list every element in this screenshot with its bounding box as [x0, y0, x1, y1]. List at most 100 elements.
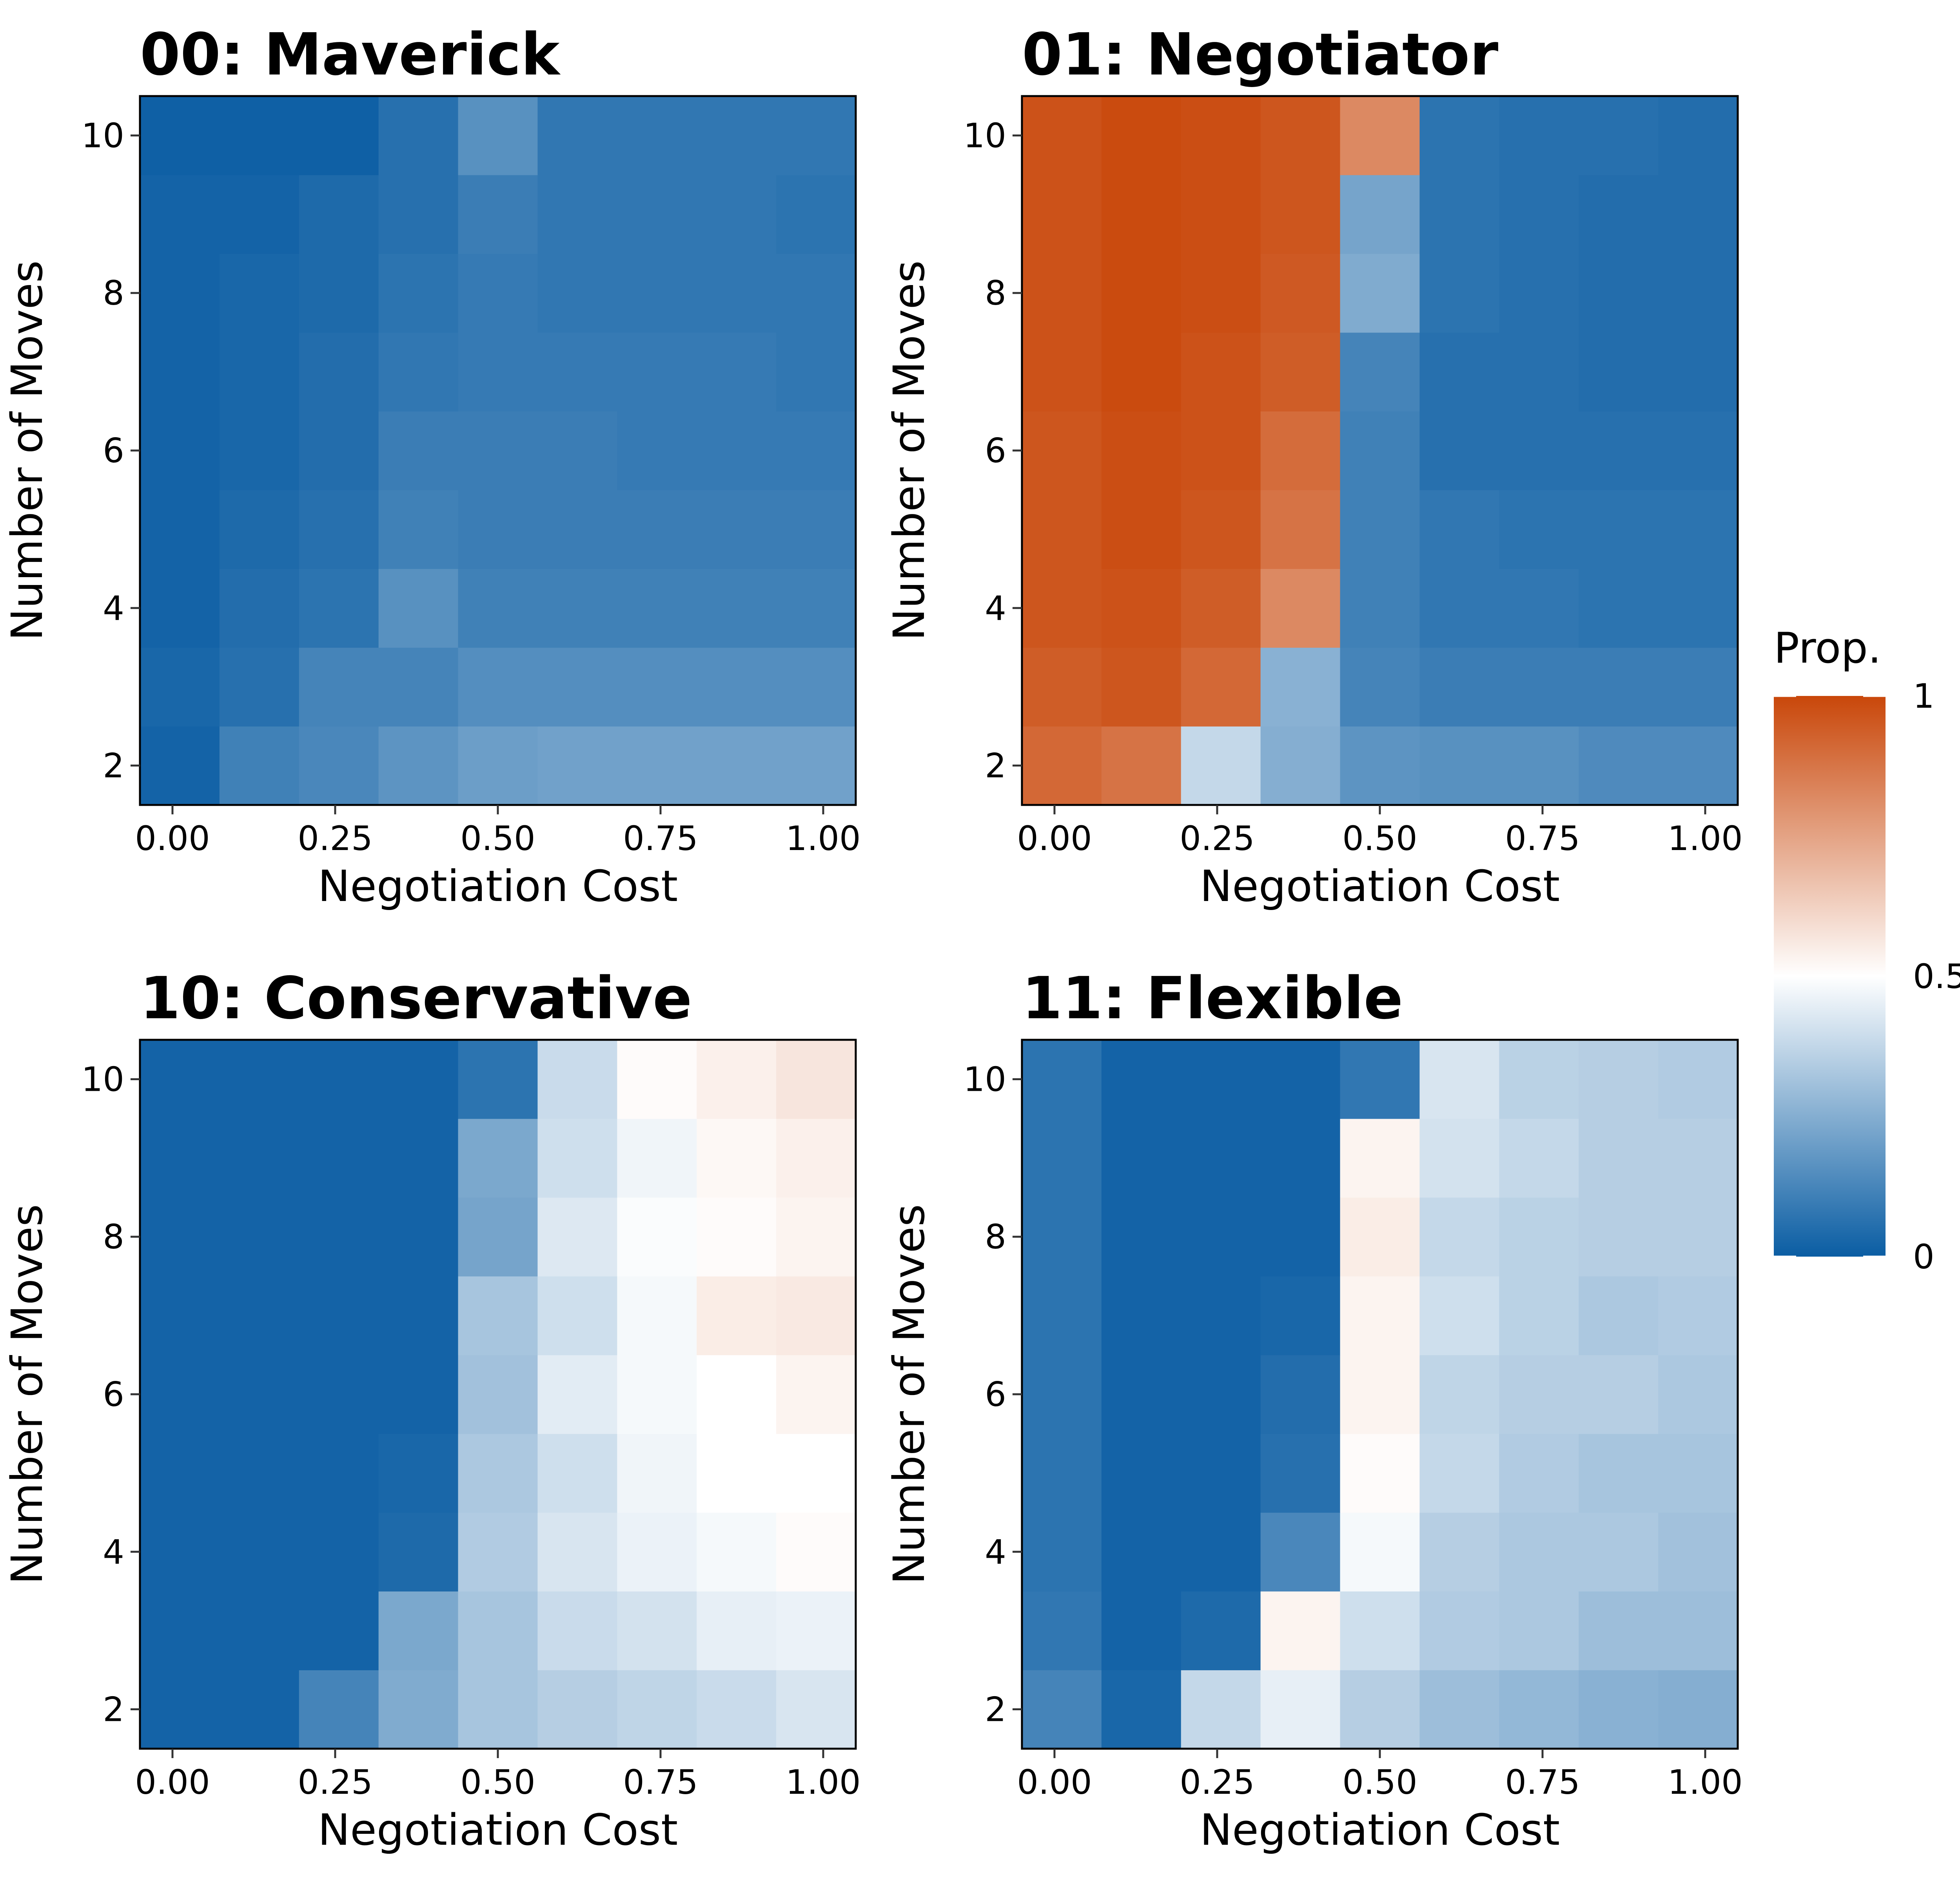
y-tick-label: 6	[985, 1375, 1006, 1414]
heatmap-cell	[1340, 1040, 1420, 1119]
heatmap-cell	[140, 1118, 220, 1198]
heatmap-cell	[537, 726, 618, 805]
heatmap-cell	[1419, 726, 1500, 805]
heatmap-cell	[1022, 253, 1102, 333]
heatmap-cell	[1579, 1512, 1659, 1592]
heatmap-cell	[1658, 1355, 1738, 1434]
heatmap-cell	[1260, 96, 1341, 175]
heatmap-cell	[1340, 1591, 1420, 1670]
heatmap-cell	[1022, 96, 1102, 175]
heatmap-cell	[1658, 1197, 1738, 1277]
heatmap-cell	[140, 1433, 220, 1513]
heatmap-cell	[617, 647, 697, 727]
heatmap-cell	[458, 1040, 538, 1119]
heatmap-cell	[1101, 726, 1181, 805]
heatmap-cell	[1419, 1591, 1500, 1670]
x-axis-title: Negotiation Cost	[318, 861, 678, 911]
heatmap-cell	[697, 1040, 777, 1119]
heatmap-cell	[697, 1670, 777, 1749]
heatmap-cell	[458, 411, 538, 490]
heatmap-cell	[1579, 1276, 1659, 1355]
heatmap-cell	[378, 1040, 459, 1119]
heatmap-cell	[1022, 569, 1102, 648]
heatmap-cell	[378, 726, 459, 805]
heatmap-cell	[1579, 490, 1659, 569]
x-tick-label: 0.50	[1342, 1763, 1417, 1802]
x-tick-label: 0.25	[298, 1763, 372, 1802]
heatmap-cell	[1658, 1512, 1738, 1592]
panel-0: 00: Maverick 0.00 0.25 0.50 0.75 1.00 2 4 6 8 10 Ne…	[2, 21, 861, 911]
heatmap-cell	[617, 726, 697, 805]
heatmap-cell	[458, 1197, 538, 1277]
heatmap-cell	[1658, 1276, 1738, 1355]
heatmap-cell	[1658, 174, 1738, 254]
heatmap-cell	[1022, 411, 1102, 490]
x-tick-label: 0.25	[1180, 1763, 1254, 1802]
heatmap-cell	[1499, 726, 1579, 805]
heatmap-cell	[1260, 1591, 1341, 1670]
heatmap-cell	[617, 1433, 697, 1513]
heatmap-cell	[1340, 1355, 1420, 1434]
heatmap-cell	[1579, 1591, 1659, 1670]
legend-tick-label: 0.5	[1913, 957, 1960, 996]
heatmap-cell	[299, 96, 379, 175]
x-tick-label: 1.00	[1668, 1763, 1742, 1802]
heatmap-cell	[1340, 411, 1420, 490]
heatmap-cell	[697, 96, 777, 175]
heatmap-cell	[537, 647, 618, 727]
heatmap-cell	[1101, 647, 1181, 727]
heatmap-cell	[537, 1355, 618, 1434]
heatmap-cell	[1499, 647, 1579, 727]
heatmap-cell	[1340, 1670, 1420, 1749]
heatmap-cell	[537, 1433, 618, 1513]
heatmap-cell	[1260, 1040, 1341, 1119]
heatmap-cell	[537, 411, 618, 490]
heatmap-cell	[1579, 726, 1659, 805]
heatmap-cell	[299, 411, 379, 490]
x-tick-label: 1.00	[786, 819, 860, 858]
heatmap-cell	[537, 1591, 618, 1670]
legend-title: Prop.	[1774, 624, 1881, 673]
heatmap-cell	[299, 647, 379, 727]
heatmap-cell	[1101, 490, 1181, 569]
heatmap-cell	[697, 1512, 777, 1592]
heatmap-cell	[1101, 332, 1181, 412]
heatmap-cell	[1022, 1355, 1102, 1434]
heatmap-cell	[1419, 1355, 1500, 1434]
heatmap-cell	[697, 569, 777, 648]
y-tick-label: 6	[985, 431, 1006, 470]
heatmap-cell	[537, 253, 618, 333]
heatmap-cell	[1658, 332, 1738, 412]
y-tick-label: 2	[985, 1690, 1006, 1729]
heatmap-cell	[776, 1355, 856, 1434]
heatmap-cell	[140, 1512, 220, 1592]
heatmap-cell	[378, 1118, 459, 1198]
heatmap-cell	[219, 1197, 299, 1277]
heatmap-cell	[378, 1591, 459, 1670]
heatmap-cell	[1658, 96, 1738, 175]
heatmap-panels: 00: Maverick 0.00 0.25 0.50 0.75 1.00 2 4 6 8 10 Ne…	[2, 21, 1743, 1855]
heatmap-cell	[776, 1591, 856, 1670]
panel-title: 10: Conservative	[140, 965, 692, 1032]
heatmap-cell	[1579, 569, 1659, 648]
heatmap-cell	[1658, 411, 1738, 490]
heatmap-cell	[1101, 1276, 1181, 1355]
heatmap-cell	[458, 1512, 538, 1592]
y-tick-label: 10	[82, 1060, 124, 1099]
heatmap-cell	[458, 569, 538, 648]
heatmap-cell	[776, 1512, 856, 1592]
heatmap-cell	[1181, 1276, 1261, 1355]
heatmap-cell	[1260, 490, 1341, 569]
heatmap-cell	[1181, 174, 1261, 254]
heatmap-cell	[1579, 647, 1659, 727]
x-tick-label: 0.75	[623, 819, 698, 858]
x-tick-label: 0.25	[298, 819, 372, 858]
heatmap-cell	[1499, 1276, 1579, 1355]
heatmap-cell	[617, 1040, 697, 1119]
heatmap-cell	[1181, 332, 1261, 412]
heatmap-cell	[299, 174, 379, 254]
heatmap-cell	[1579, 1670, 1659, 1749]
heatmap-cell	[617, 1355, 697, 1434]
heatmap-cell	[1181, 1512, 1261, 1592]
heatmap-cell	[1499, 1355, 1579, 1434]
